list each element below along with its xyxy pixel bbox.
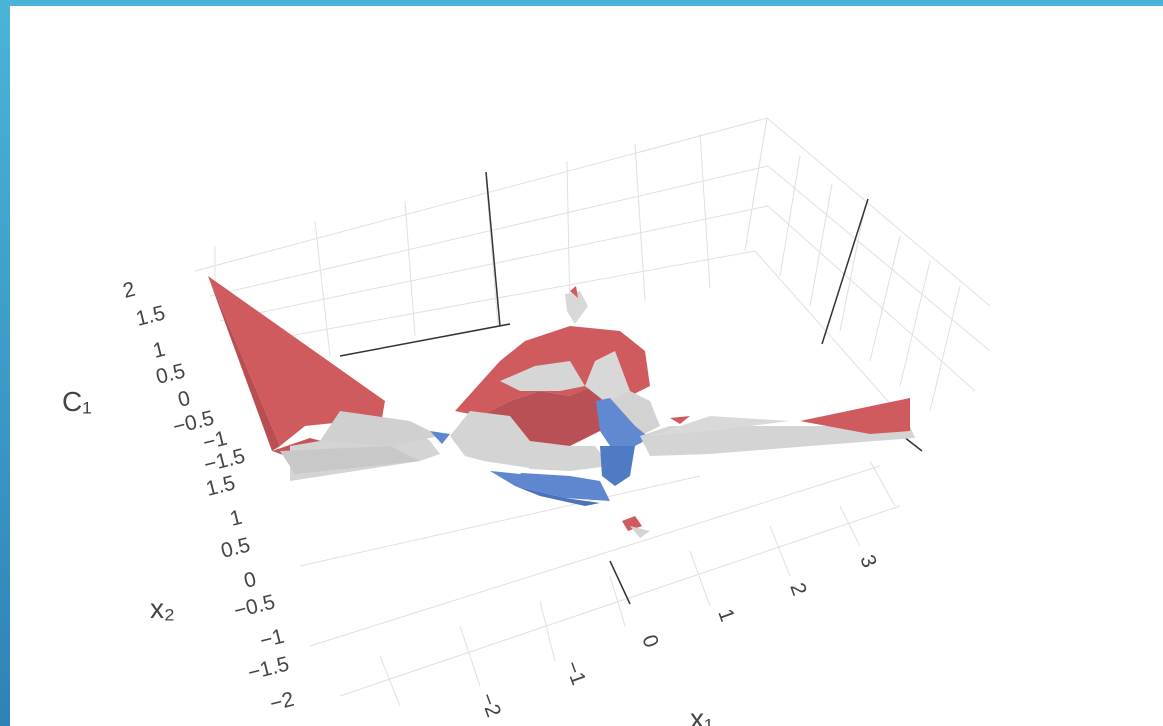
- z-tick-label: 2: [121, 278, 138, 303]
- surface-patch: [596, 398, 650, 446]
- plot-area[interactable]: C₁ 2 1.5 1 0.5 0 −0.5 −1 −1.5 x₂ 1.5 1 0…: [10, 6, 1163, 726]
- surface-patch: [320, 411, 440, 446]
- surface-patch: [490, 471, 610, 501]
- frame-top-border: [0, 0, 1163, 6]
- z-tick-label: 0.5: [154, 359, 188, 388]
- x-axis: x₁ −2 −1 0 1 2 3: [475, 552, 881, 726]
- y-tick-label: −2: [268, 688, 297, 716]
- surface-patch: [800, 398, 910, 434]
- surface-patch: [500, 361, 585, 391]
- surface-patch: [445, 456, 530, 474]
- surface-patch: [208, 276, 280, 451]
- x-tick-label: −2: [475, 690, 505, 720]
- x-axis-title: x₁: [690, 703, 713, 726]
- surface-patch: [640, 426, 915, 456]
- x-tick-label: 2: [785, 580, 811, 599]
- surface-patch: [650, 416, 790, 436]
- surface-patch: [570, 286, 578, 298]
- x-tick-label: −1: [560, 658, 590, 688]
- surface-patch: [430, 431, 450, 444]
- y-tick-label: 0: [242, 568, 259, 593]
- surface-plot[interactable]: C₁ 2 1.5 1 0.5 0 −0.5 −1 −1.5 x₂ 1.5 1 0…: [10, 6, 1163, 726]
- surface-patch: [565, 291, 588, 324]
- y-tick-label: 1: [228, 506, 245, 531]
- surface-patch: [450, 411, 610, 471]
- y-tick-label: −1: [258, 625, 287, 653]
- surface-patches: [208, 276, 915, 538]
- surface-patch: [208, 276, 385, 446]
- surface-patch: [670, 416, 690, 424]
- surface-patch: [280, 446, 420, 474]
- y-tick-label: −1.5: [246, 653, 292, 685]
- y-axis-title: x₂: [150, 593, 175, 624]
- surface-patch: [515, 486, 600, 506]
- x-tick-label: 1: [713, 606, 739, 625]
- z-tick-label: 0: [176, 387, 193, 412]
- y-axis: x₂ 1.5 1 0.5 0 −0.5 −1 −1.5 −2: [150, 471, 296, 715]
- z-tick-label: −1: [201, 427, 230, 455]
- z-tick-label: 1.5: [134, 301, 168, 330]
- back-wall-grid: [194, 117, 991, 707]
- surface-patch: [630, 526, 650, 538]
- y-tick-label: 0.5: [219, 533, 253, 562]
- x-tick-label: 3: [855, 552, 881, 571]
- z-axis-title: C₁: [62, 386, 92, 417]
- surface-patch: [585, 351, 630, 404]
- z-tick-label: 1: [151, 338, 168, 363]
- frame-left-border: [0, 0, 10, 726]
- surface-patch: [600, 446, 635, 486]
- y-tick-label: −0.5: [232, 591, 278, 623]
- surface-patch: [622, 516, 642, 531]
- x-tick-label: 0: [637, 632, 663, 651]
